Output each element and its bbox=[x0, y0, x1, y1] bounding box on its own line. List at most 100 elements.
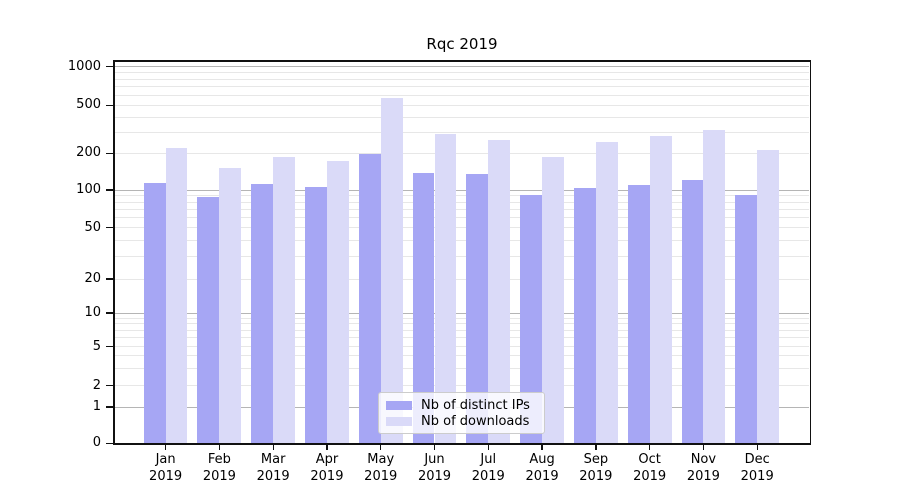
y-tick-label: 100 bbox=[76, 182, 101, 197]
legend-swatch-icon bbox=[386, 416, 412, 426]
x-tick-mark bbox=[326, 444, 328, 450]
minor-gridline bbox=[115, 337, 809, 339]
minor-gridline bbox=[115, 72, 809, 74]
top-spine bbox=[113, 60, 811, 62]
x-tick-mark bbox=[595, 444, 597, 450]
y-tick-label: 500 bbox=[76, 97, 101, 113]
y-tick-mark bbox=[106, 345, 113, 348]
minor-gridline bbox=[115, 385, 809, 386]
x-tick-label: Dec 2019 bbox=[740, 452, 774, 484]
bar-downloads-jun bbox=[434, 133, 457, 444]
bar-ips-aug bbox=[520, 194, 543, 444]
y-tick-label: 1000 bbox=[67, 58, 101, 74]
minor-gridline bbox=[115, 104, 809, 106]
x-tick-mark bbox=[541, 444, 543, 450]
x-tick-label: Apr 2019 bbox=[310, 452, 344, 484]
minor-gridline bbox=[115, 278, 809, 280]
bar-ips-mar bbox=[251, 183, 274, 444]
major-gridline bbox=[115, 66, 809, 68]
minor-gridline bbox=[115, 329, 809, 331]
y-tick-mark bbox=[106, 227, 113, 229]
legend-item: Nb of distinct IPs bbox=[386, 397, 536, 413]
minor-gridline bbox=[115, 346, 809, 347]
bar-downloads-jan bbox=[165, 148, 188, 444]
y-tick-mark bbox=[106, 104, 113, 107]
minor-gridline bbox=[115, 201, 809, 203]
bar-downloads-may bbox=[380, 98, 403, 444]
minor-gridline bbox=[115, 255, 809, 257]
y-tick-label: 200 bbox=[76, 145, 101, 161]
minor-gridline bbox=[115, 367, 809, 369]
bar-downloads-oct bbox=[649, 135, 672, 444]
y-tick-mark bbox=[106, 312, 113, 314]
y-tick-mark bbox=[106, 384, 113, 387]
x-tick-mark bbox=[649, 444, 651, 450]
minor-gridline bbox=[115, 208, 809, 210]
x-tick-mark bbox=[165, 444, 167, 450]
x-tick-mark bbox=[380, 444, 382, 450]
bottom-spine bbox=[113, 443, 811, 445]
minor-gridline bbox=[115, 152, 809, 154]
x-tick-mark bbox=[487, 444, 489, 450]
legend-label: Nb of downloads bbox=[421, 413, 530, 429]
x-tick-label: Feb 2019 bbox=[202, 452, 236, 484]
y-tick-label: 10 bbox=[84, 305, 101, 320]
x-tick-mark bbox=[433, 444, 436, 450]
bar-ips-jul bbox=[466, 173, 489, 444]
bar-downloads-apr bbox=[326, 161, 349, 444]
y-tick-mark bbox=[106, 278, 113, 280]
right-spine bbox=[809, 60, 811, 445]
bar-downloads-sep bbox=[595, 142, 618, 444]
x-tick-label: Mar 2019 bbox=[256, 452, 290, 484]
y-tick-label: 2 bbox=[92, 377, 101, 393]
y-tick-mark bbox=[106, 406, 113, 408]
minor-gridline bbox=[115, 131, 809, 133]
major-gridline bbox=[115, 312, 809, 314]
y-tick-label: 0 bbox=[92, 435, 101, 451]
major-gridline bbox=[115, 189, 809, 191]
bar-downloads-jul bbox=[488, 140, 511, 444]
x-tick-mark bbox=[702, 444, 705, 450]
y-tick-mark bbox=[106, 152, 113, 154]
y-tick-mark bbox=[106, 66, 113, 68]
minor-gridline bbox=[115, 227, 809, 229]
legend-item: Nb of downloads bbox=[386, 413, 536, 429]
bar-ips-jan bbox=[143, 182, 166, 444]
bar-downloads-nov bbox=[703, 129, 726, 444]
left-spine bbox=[113, 60, 115, 445]
x-tick-mark bbox=[756, 444, 758, 450]
x-tick-label: Oct 2019 bbox=[633, 452, 667, 484]
x-tick-label: Jun 2019 bbox=[417, 452, 452, 484]
legend-swatch-icon bbox=[386, 400, 412, 410]
y-tick-mark bbox=[106, 189, 113, 191]
legend-label: Nb of distinct IPs bbox=[421, 397, 530, 413]
minor-gridline bbox=[115, 78, 809, 80]
x-tick-label: Aug 2019 bbox=[525, 452, 559, 484]
x-tick-mark bbox=[218, 444, 221, 450]
y-tick-label: 5 bbox=[92, 338, 101, 354]
x-tick-label: Sep 2019 bbox=[579, 452, 613, 484]
minor-gridline bbox=[115, 195, 809, 197]
bar-ips-jun bbox=[412, 172, 435, 444]
bar-ips-apr bbox=[305, 187, 327, 444]
bar-downloads-feb bbox=[219, 168, 242, 444]
y-tick-mark bbox=[106, 442, 113, 445]
minor-gridline bbox=[115, 317, 809, 319]
bar-ips-sep bbox=[573, 187, 596, 444]
x-tick-label: Jan 2019 bbox=[149, 452, 183, 484]
y-tick-label: 20 bbox=[84, 271, 101, 286]
bar-downloads-aug bbox=[542, 157, 564, 444]
chart-title: Rqc 2019 bbox=[426, 35, 498, 53]
y-tick-label: 50 bbox=[84, 219, 101, 235]
minor-gridline bbox=[115, 323, 809, 325]
minor-gridline bbox=[115, 116, 809, 118]
minor-gridline bbox=[115, 217, 809, 219]
bar-downloads-mar bbox=[273, 157, 296, 444]
minor-gridline bbox=[115, 239, 809, 241]
bar-ips-oct bbox=[627, 185, 650, 444]
bar-ips-dec bbox=[735, 194, 758, 444]
x-tick-label: Nov 2019 bbox=[686, 452, 720, 484]
minor-gridline bbox=[115, 355, 809, 357]
minor-gridline bbox=[115, 86, 809, 88]
